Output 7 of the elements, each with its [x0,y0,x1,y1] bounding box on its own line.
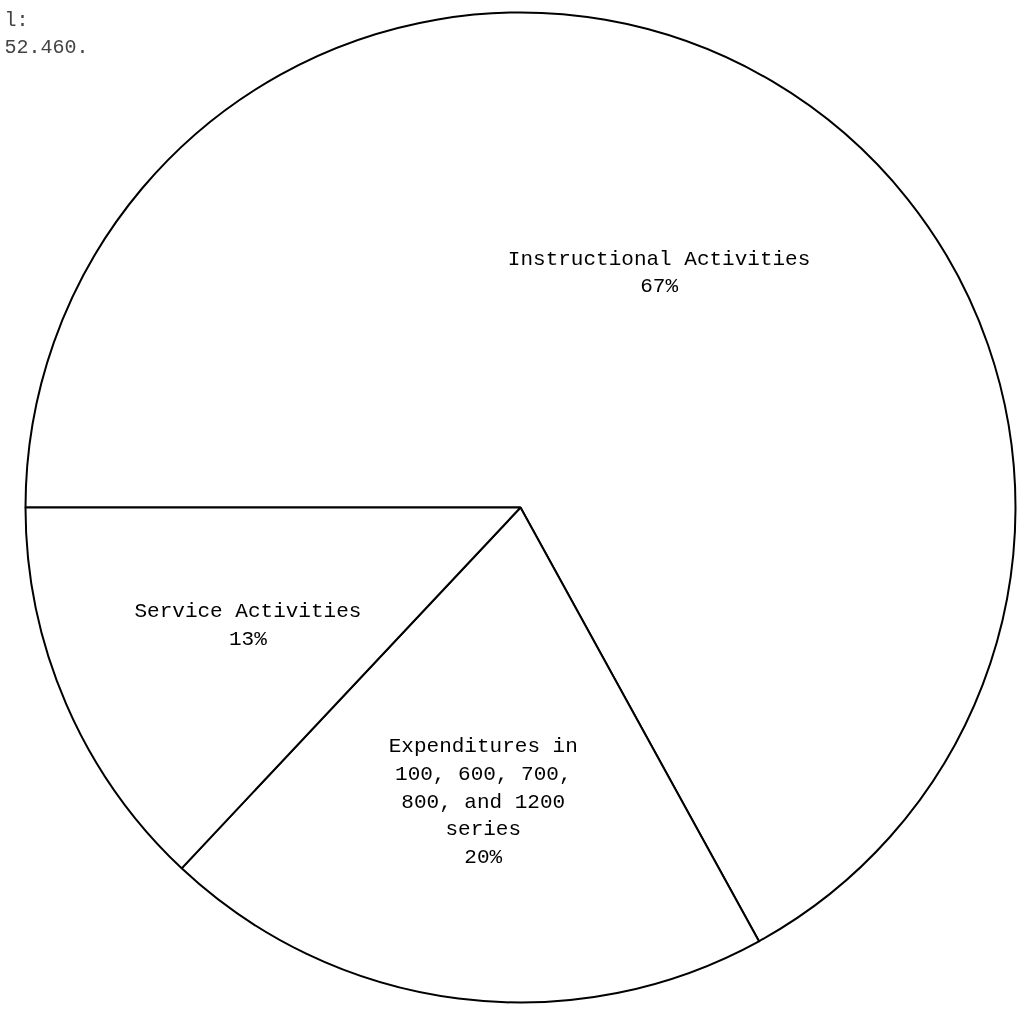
data-label: 13% [229,627,268,651]
slice-label: Service Activities [134,600,362,624]
slice-label: Expenditures in 100, 600, 700, 800, and 1200 series [388,735,578,842]
slice-label: Instructional Activities [507,247,811,271]
data-label: 67% [640,275,679,299]
text: l: 52.460. [4,8,89,60]
data-label: 20% [464,845,503,869]
